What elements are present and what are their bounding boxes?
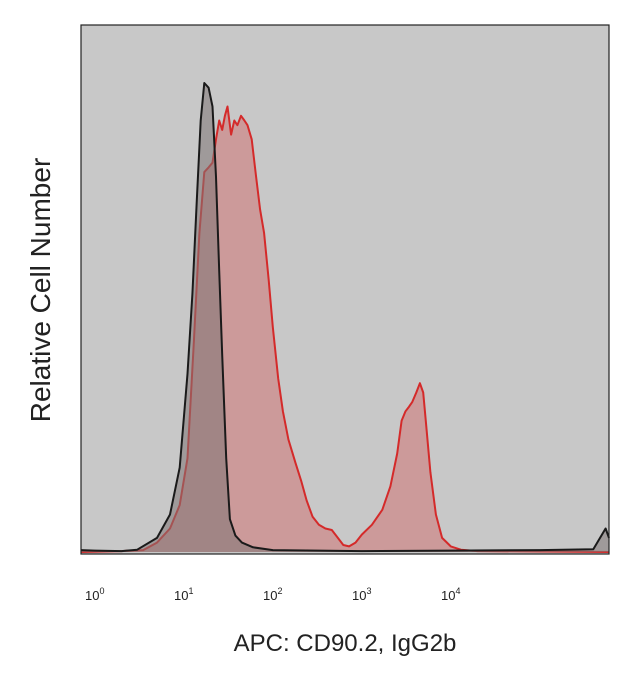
x-tick-label: 103: [352, 586, 371, 603]
x-tick-label: 102: [263, 586, 282, 603]
x-tick-label: 104: [441, 586, 460, 603]
x-tick-label: 101: [174, 586, 193, 603]
series-layer: [80, 82, 610, 553]
plot-frame: [80, 24, 610, 555]
y-axis-title: Relative Cell Number: [25, 158, 56, 423]
x-axis-title: APC: CD90.2, IgG2b: [234, 630, 457, 657]
x-tick-label: 100: [85, 586, 104, 603]
plot-area: [81, 25, 609, 554]
series-1-line: [80, 82, 610, 553]
x-tick-labels: 100 101 102 103 104: [85, 586, 460, 603]
series-1-fill: [81, 83, 609, 552]
